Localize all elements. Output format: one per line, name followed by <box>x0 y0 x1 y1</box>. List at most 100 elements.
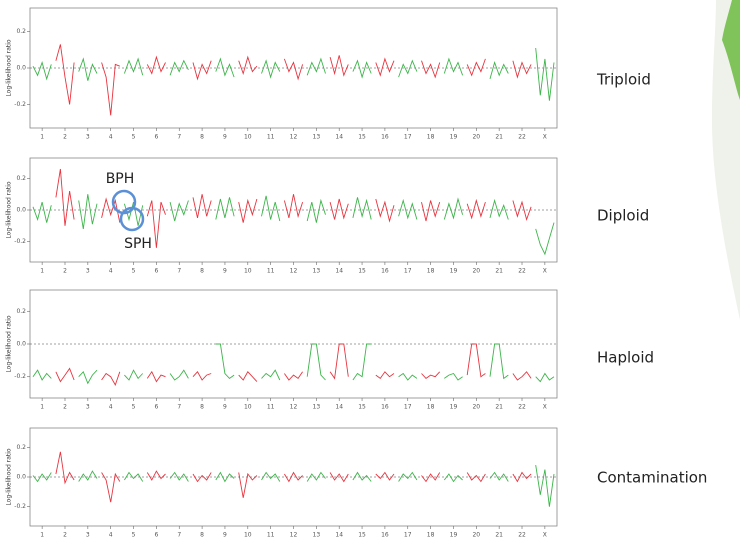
signal-line <box>307 59 325 75</box>
x-tick-label: 1 <box>40 404 44 411</box>
x-tick-label: 2 <box>63 404 67 411</box>
signal-line <box>422 201 440 222</box>
signal-line <box>399 61 417 77</box>
x-tick-label: 16 <box>381 404 389 411</box>
signal-line <box>284 59 302 79</box>
x-tick-label: 12 <box>290 404 298 411</box>
x-tick-label: 7 <box>177 404 181 411</box>
y-tick-label: 0.2 <box>16 444 26 451</box>
x-tick-label: 18 <box>427 268 435 275</box>
signal-line <box>467 201 485 218</box>
signal-line <box>79 194 97 229</box>
x-tick-label: 13 <box>313 404 321 411</box>
signal-line <box>216 197 234 219</box>
y-tick-label: 0.0 <box>16 474 26 481</box>
y-tick-label: 0.2 <box>16 28 26 35</box>
signal-line <box>376 59 394 75</box>
signal-line <box>56 452 74 483</box>
x-tick-label: 12 <box>290 134 298 141</box>
x-tick-label: 3 <box>86 532 90 539</box>
x-tick-label: 3 <box>86 134 90 141</box>
signal-line <box>216 344 234 378</box>
y-axis-label: Log-likelihood ratio <box>6 315 13 373</box>
y-tick-label: 0.2 <box>16 175 26 182</box>
x-tick-label: 22 <box>518 532 526 539</box>
x-tick-label: 16 <box>381 268 389 275</box>
x-tick-label: 10 <box>244 134 252 141</box>
signal-line <box>56 44 74 104</box>
y-axis-label: Log-likelihood ratio <box>6 448 13 506</box>
x-tick-label: 13 <box>313 134 321 141</box>
signal-line <box>536 223 554 255</box>
signal-line <box>147 57 165 73</box>
signal-line <box>262 61 280 77</box>
signal-line <box>330 344 348 378</box>
signal-line <box>353 344 371 380</box>
signal-line <box>79 471 97 481</box>
signal-line <box>467 59 485 75</box>
signal-line <box>444 199 462 220</box>
x-tick-label: 14 <box>335 268 343 275</box>
x-tick-label: 18 <box>427 134 435 141</box>
signal-line <box>262 196 280 221</box>
signal-line <box>56 369 74 382</box>
x-tick-label: X <box>543 404 547 411</box>
x-tick-label: 4 <box>109 268 113 275</box>
x-tick-label: 20 <box>472 134 480 141</box>
plot-frame <box>30 8 557 128</box>
x-tick-label: 15 <box>358 532 366 539</box>
x-tick-label: 2 <box>63 134 67 141</box>
x-tick-label: 19 <box>450 404 458 411</box>
x-tick-label: 4 <box>109 134 113 141</box>
annotation: BPH <box>106 171 135 187</box>
signal-line <box>147 471 165 480</box>
signal-line <box>536 465 554 507</box>
y-tick-label: 0.0 <box>16 341 26 348</box>
signal-line <box>422 372 440 379</box>
panel-label: Diploid <box>597 207 649 225</box>
x-tick-label: 7 <box>177 268 181 275</box>
x-tick-label: X <box>543 268 547 275</box>
signal-line <box>353 197 371 219</box>
signal-line <box>33 202 51 223</box>
x-tick-label: 21 <box>495 134 503 141</box>
x-tick-label: 21 <box>495 532 503 539</box>
signal-line <box>239 199 257 223</box>
signal-line <box>147 372 165 382</box>
x-tick-label: 16 <box>381 532 389 539</box>
x-tick-label: 5 <box>132 404 136 411</box>
x-tick-label: 10 <box>244 532 252 539</box>
y-tick-label: -0.2 <box>14 101 26 108</box>
annotation: SPH <box>124 236 152 252</box>
x-tick-label: 8 <box>200 404 204 411</box>
signal-line <box>170 370 188 380</box>
x-tick-label: 4 <box>109 532 113 539</box>
signal-line <box>193 194 211 218</box>
x-tick-label: 19 <box>450 268 458 275</box>
x-tick-label: 3 <box>86 404 90 411</box>
x-tick-label: 19 <box>450 134 458 141</box>
signal-line <box>490 344 508 378</box>
x-tick-label: 21 <box>495 404 503 411</box>
signal-line <box>444 374 462 381</box>
signal-line <box>79 59 97 81</box>
x-tick-label: 14 <box>335 532 343 539</box>
x-tick-label: 14 <box>335 134 343 141</box>
x-tick-label: 11 <box>267 532 275 539</box>
x-tick-label: 1 <box>40 134 44 141</box>
signal-line <box>193 372 211 380</box>
plot-frame <box>30 290 557 398</box>
signal-line <box>399 374 417 381</box>
signal-line <box>536 374 554 382</box>
x-tick-label: 5 <box>132 134 136 141</box>
x-tick-label: 18 <box>427 532 435 539</box>
x-tick-label: 11 <box>267 134 275 141</box>
y-tick-label: -0.2 <box>14 238 26 245</box>
y-axis-label: Log-likelihood ratio <box>6 181 13 239</box>
x-tick-label: X <box>543 134 547 141</box>
x-tick-label: 9 <box>223 268 227 275</box>
x-tick-label: 22 <box>518 404 526 411</box>
x-tick-label: 22 <box>518 268 526 275</box>
x-tick-label: 8 <box>200 268 204 275</box>
signal-line <box>262 370 280 380</box>
